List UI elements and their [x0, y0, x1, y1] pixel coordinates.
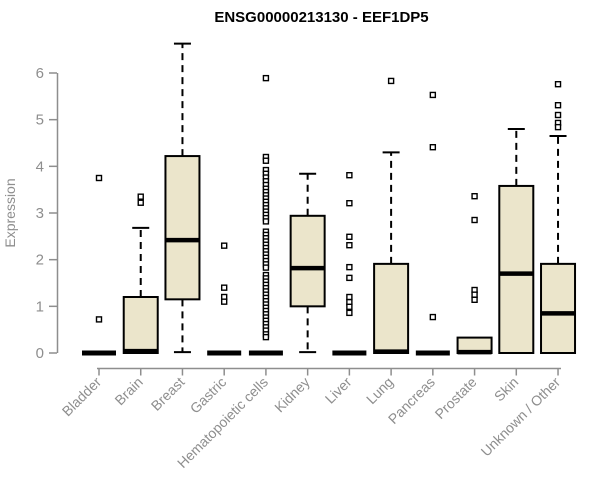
- iqr-box: [164, 155, 201, 301]
- outlier-point: [429, 144, 437, 151]
- outlier-point: [471, 216, 478, 224]
- box-prostate: [456, 193, 493, 355]
- box-bladder: [82, 174, 116, 356]
- iqr-box: [540, 262, 577, 355]
- outlier-point: [471, 193, 478, 200]
- y-tick-label: 1: [36, 298, 44, 315]
- collapsed-box: [207, 350, 242, 356]
- box-lung: [373, 77, 410, 355]
- iqr-box: [289, 214, 326, 308]
- x-tick-label-brain: Brain: [111, 374, 145, 408]
- box-kidney: [289, 172, 326, 354]
- outlier-point: [95, 174, 103, 182]
- x-tick-label-breast: Breast: [148, 374, 188, 414]
- box-hematopoietic-cells: [248, 74, 283, 356]
- outlier-point: [387, 77, 395, 85]
- outlier-point: [471, 296, 478, 304]
- x-tick-label-skin: Skin: [491, 374, 522, 405]
- collapsed-box: [248, 350, 283, 356]
- outlier-point: [346, 293, 353, 301]
- y-tick-label: 0: [36, 345, 44, 362]
- outlier-point: [429, 313, 437, 321]
- outlier-point: [346, 242, 353, 249]
- outlier-point: [346, 200, 353, 207]
- y-tick-label: 3: [36, 205, 44, 222]
- outlier-point: [262, 157, 270, 164]
- outlier-point: [346, 309, 353, 317]
- x-tick-label-prostate: Prostate: [432, 374, 480, 422]
- outlier-point: [429, 91, 437, 99]
- collapsed-box: [332, 350, 367, 356]
- box-brain: [122, 193, 159, 354]
- x-tick-label-lung: Lung: [363, 374, 396, 407]
- y-tick-label: 5: [36, 112, 44, 129]
- outlier-point: [262, 264, 270, 271]
- chart-title: ENSG00000213130 - EEF1DP5: [214, 9, 429, 26]
- outlier-point: [137, 199, 144, 206]
- outlier-point: [95, 316, 103, 323]
- box-gastric: [207, 242, 242, 356]
- box-pancreas: [415, 91, 450, 356]
- outlier-point: [554, 111, 562, 119]
- iqr-box: [498, 184, 535, 354]
- outlier-point: [346, 274, 353, 282]
- y-tick-label: 6: [36, 65, 44, 82]
- outlier-point: [220, 284, 228, 291]
- outlier-point: [554, 102, 562, 109]
- y-axis-title: Expression: [2, 178, 18, 247]
- outlier-point: [346, 263, 353, 271]
- box-skin: [498, 128, 535, 354]
- box-unknown-other: [540, 81, 577, 355]
- x-tick-label-bladder: Bladder: [59, 374, 105, 420]
- outlier-point: [262, 333, 270, 341]
- outlier-point: [554, 123, 562, 131]
- collapsed-box: [82, 350, 116, 356]
- box-liver: [332, 172, 367, 356]
- x-tick-label-kidney: Kidney: [271, 374, 313, 416]
- box-breast: [164, 42, 201, 354]
- iqr-box: [373, 262, 410, 355]
- outlier-point: [220, 298, 228, 305]
- outlier-point: [262, 74, 270, 82]
- outlier-point: [346, 233, 353, 241]
- outlier-point: [346, 303, 353, 311]
- outlier-point: [137, 193, 144, 200]
- y-tick-label: 4: [36, 158, 44, 175]
- outlier-point: [554, 81, 562, 88]
- outlier-point: [262, 218, 270, 225]
- collapsed-box: [415, 350, 450, 356]
- outlier-point: [346, 172, 353, 179]
- iqr-box: [122, 296, 159, 354]
- x-tick-label-liver: Liver: [322, 374, 355, 407]
- outlier-point: [471, 291, 478, 298]
- y-tick-label: 2: [36, 252, 44, 269]
- outlier-point: [220, 242, 228, 249]
- x-tick-label-unknown-other: Unknown / Other: [478, 374, 564, 460]
